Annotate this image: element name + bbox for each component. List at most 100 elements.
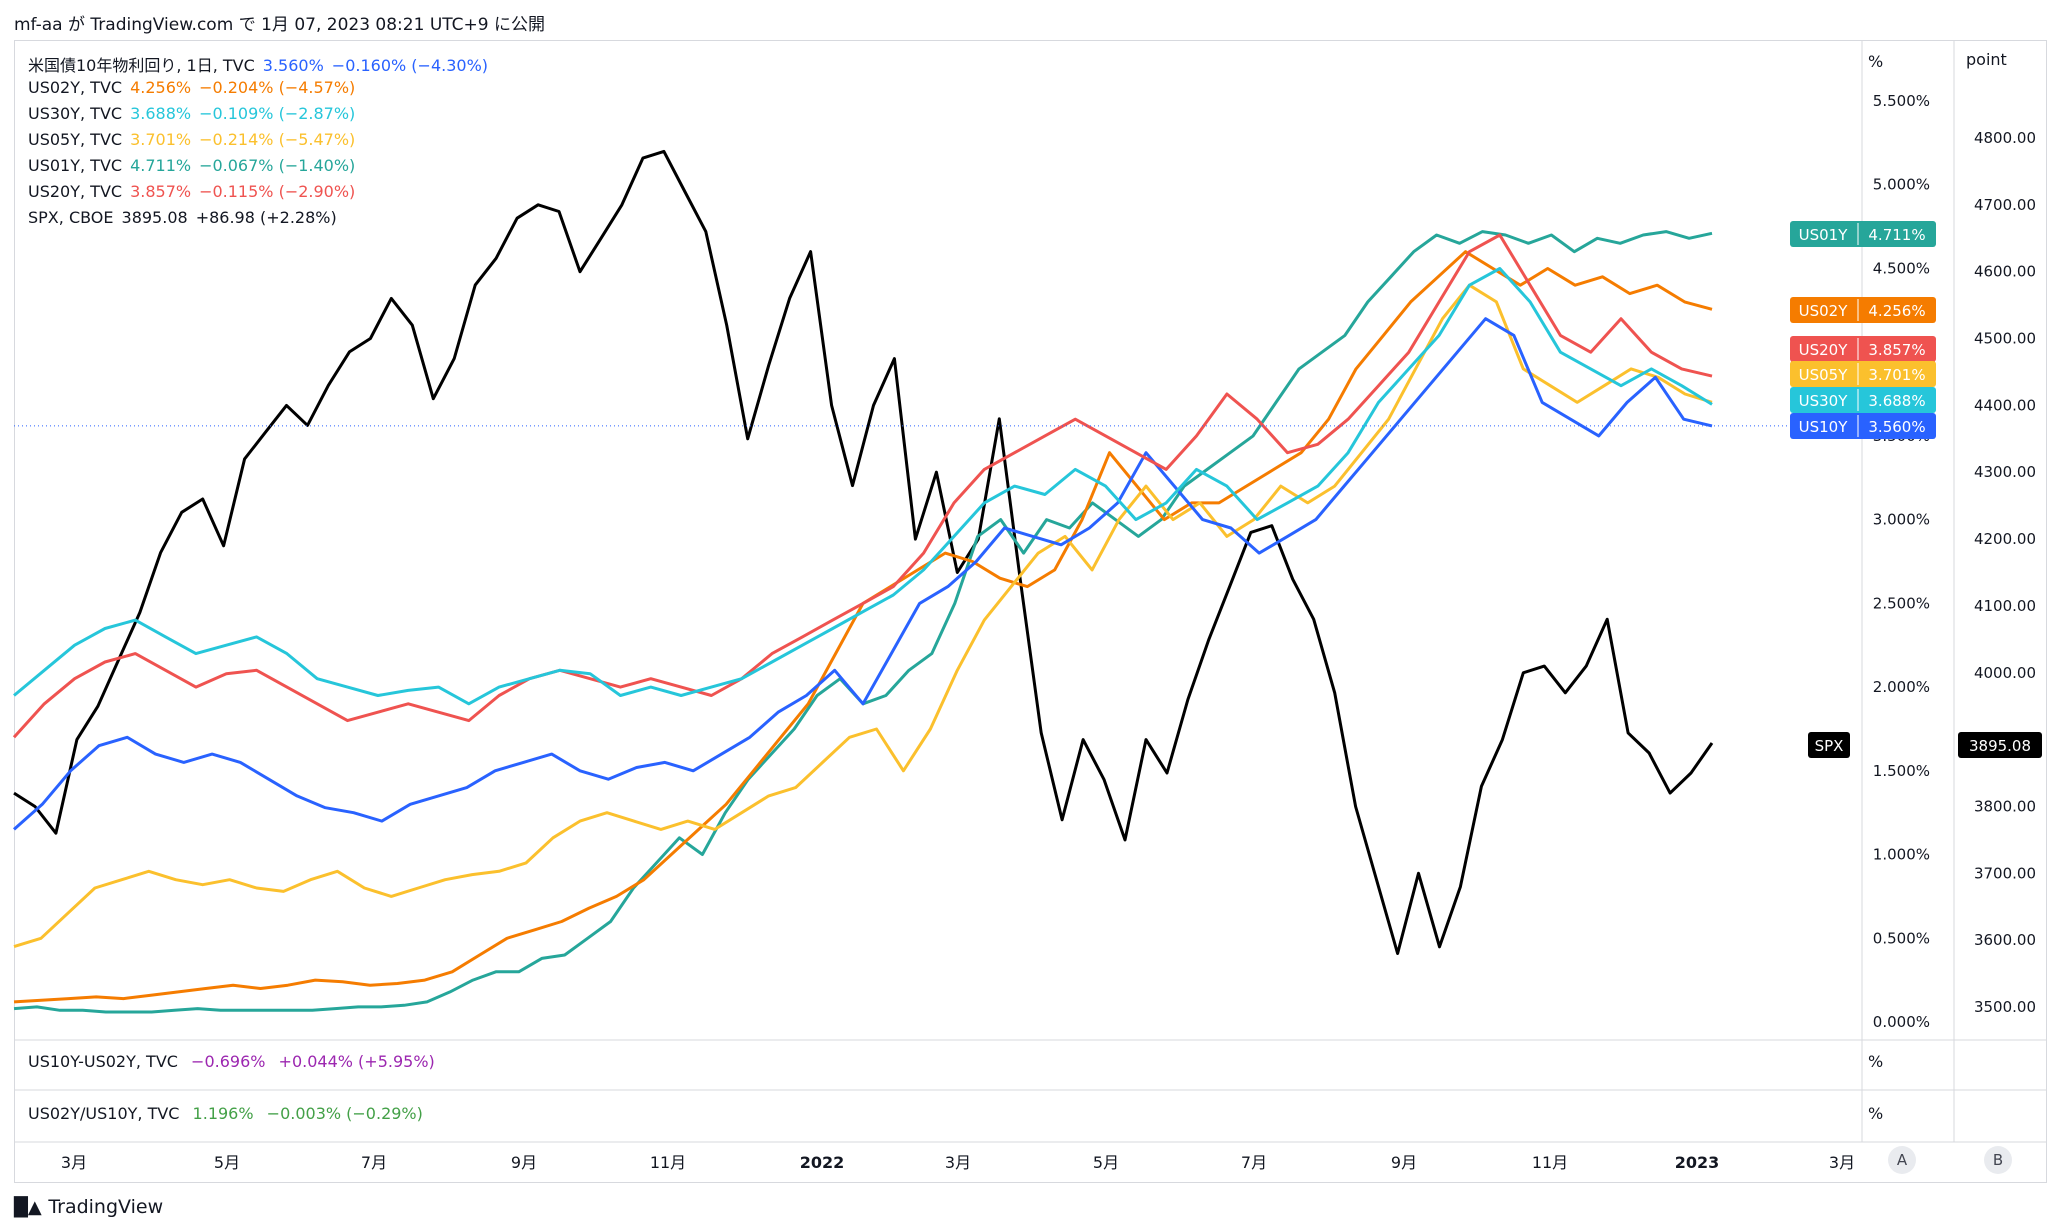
last-value-label-us20y	[1790, 336, 1936, 362]
pane2-symbol: US10Y-US02Y, TVC	[28, 1052, 178, 1071]
legend-change: −0.160% (−4.30%)	[331, 56, 489, 75]
pane3-legend[interactable]: US02Y/US10Y, TVC 1.196% −0.003% (−0.29%)	[28, 1104, 431, 1123]
left-tick-label: 5.500%	[1873, 92, 1930, 110]
last-value-number: 4.256%	[1868, 302, 1925, 320]
author-name[interactable]: mf-aa	[14, 15, 63, 35]
legend-value: 3.701%	[130, 130, 192, 149]
last-value-name: US30Y	[1799, 392, 1849, 410]
publish-datetime: 1月 07, 2023 08:21 UTC+9	[261, 15, 489, 35]
legend-symbol: US20Y, TVC	[28, 182, 123, 201]
x-tick-label: 5月	[214, 1153, 240, 1172]
last-value-number: 3.688%	[1868, 392, 1925, 410]
last-value-name: US02Y	[1799, 302, 1849, 320]
legend-row[interactable]: US20Y, TVC 3.857% −0.115% (−2.90%)	[28, 182, 363, 201]
legend-row[interactable]: US30Y, TVC 3.688% −0.109% (−2.87%)	[28, 104, 363, 123]
legend-symbol: US02Y, TVC	[28, 78, 123, 97]
spx-name-text: SPX	[1815, 737, 1844, 755]
right-tick-label: 4200.00	[1974, 530, 2036, 548]
legend-change: −0.115% (−2.90%)	[199, 182, 356, 201]
x-tick-label: 2022	[800, 1153, 845, 1172]
legend-row[interactable]: US02Y, TVC 4.256% −0.204% (−4.57%)	[28, 78, 363, 97]
last-value-number: 3.701%	[1868, 366, 1925, 384]
left-tick-label: 1.500%	[1873, 762, 1930, 780]
spx-value-label	[1958, 732, 2042, 758]
pane2-legend[interactable]: US10Y-US02Y, TVC −0.696% +0.044% (+5.95%…	[28, 1052, 443, 1071]
left-tick-label: 0.500%	[1873, 929, 1930, 947]
right-tick-label: 4600.00	[1974, 263, 2036, 281]
legend-row[interactable]: SPX, CBOE 3895.08 +86.98 (+2.28%)	[28, 208, 345, 227]
left-tick-label: 5.000%	[1873, 176, 1930, 194]
right-tick-label: 3700.00	[1974, 864, 2036, 882]
main-plot	[12, 149, 1714, 1014]
x-tick-label: 11月	[1532, 1153, 1568, 1172]
last-value-name: US01Y	[1799, 226, 1849, 244]
x-tick-label: 2023	[1675, 1153, 1720, 1172]
chart-frame	[14, 40, 2047, 1183]
left-tick-label: 2.000%	[1873, 678, 1930, 696]
series-line-us10y	[13, 317, 1713, 831]
right-tick-label: 4500.00	[1974, 330, 2036, 348]
right-tick-label: 4400.00	[1974, 396, 2036, 414]
pane3-unit: %	[1868, 1104, 1884, 1123]
log-scale-button[interactable]: B	[1984, 1146, 2012, 1174]
left-tick-label: 0.000%	[1873, 1013, 1930, 1031]
legend-value: 4.711%	[130, 156, 192, 175]
publish-header: mf-aa が TradingView.com で 1月 07, 2023 08…	[14, 10, 545, 35]
x-tick-label: 5月	[1093, 1153, 1119, 1172]
x-tick-label: 7月	[1241, 1153, 1267, 1172]
legend-value: 4.256%	[130, 78, 192, 97]
last-value-name: US10Y	[1799, 418, 1849, 436]
x-tick-label: 9月	[1391, 1153, 1417, 1172]
footer-brand-label: TradingView	[48, 1196, 164, 1218]
header-text-ga: が	[68, 15, 85, 35]
legend-row[interactable]: 米国債10年物利回り, 1日, TVC 3.560% −0.160% (−4.30%…	[28, 52, 496, 76]
last-value-number: 3.560%	[1868, 418, 1925, 436]
x-tick-label: 3月	[61, 1153, 87, 1172]
last-value-name: US20Y	[1799, 341, 1849, 359]
legend-value: 3895.08	[121, 208, 188, 227]
right-tick-label: 3500.00	[1974, 998, 2036, 1016]
x-tick-label: 3月	[945, 1153, 971, 1172]
x-tick-label: 7月	[361, 1153, 387, 1172]
left-axis-unit: %	[1868, 52, 1884, 71]
last-value-label-us30y	[1790, 387, 1936, 413]
legend-change: +86.98 (+2.28%)	[195, 208, 337, 227]
last-value-label-us01y	[1790, 221, 1936, 247]
legend-symbol: US05Y, TVC	[28, 130, 123, 149]
right-tick-label: 4800.00	[1974, 129, 2036, 147]
pane2-change: +0.044% (+5.95%)	[278, 1052, 435, 1071]
legend-value: 3.857%	[130, 182, 192, 201]
pane3-symbol: US02Y/US10Y, TVC	[28, 1104, 180, 1123]
legend-symbol: 米国債10年物利回り, 1日, TVC	[28, 56, 255, 75]
legend-row[interactable]: US05Y, TVC 3.701% −0.214% (−5.47%)	[28, 130, 363, 149]
series-line-us05y	[13, 283, 1713, 949]
legend-row[interactable]: US01Y, TVC 4.711% −0.067% (−1.40%)	[28, 156, 363, 175]
header-text-de: で	[238, 15, 256, 35]
right-tick-label: 4300.00	[1974, 463, 2036, 481]
x-tick-label: 11月	[650, 1153, 686, 1172]
series-line-spx	[13, 149, 1714, 955]
legend-change: −0.109% (−2.87%)	[199, 104, 356, 123]
legend-change: −0.204% (−4.57%)	[199, 78, 356, 97]
legend-value: 3.560%	[262, 56, 324, 75]
last-value-number: 4.711%	[1868, 226, 1925, 244]
last-value-number: 3.857%	[1868, 341, 1925, 359]
legend-symbol: SPX, CBOE	[28, 208, 114, 227]
auto-scale-button[interactable]: A	[1888, 1146, 1916, 1174]
left-tick-label: 1.000%	[1873, 846, 1930, 864]
legend-change: −0.067% (−1.40%)	[199, 156, 356, 175]
last-value-name: US05Y	[1799, 366, 1849, 384]
series-line-us30y	[13, 267, 1713, 706]
footer-brand[interactable]: █▲ TradingView	[14, 1196, 163, 1218]
right-tick-label: 3600.00	[1974, 931, 2036, 949]
right-tick-label: 4100.00	[1974, 597, 2036, 615]
site-name[interactable]: TradingView.com	[90, 15, 234, 35]
header-text-ni: に公開	[493, 15, 545, 35]
right-tick-label: 4700.00	[1974, 196, 2036, 214]
pane3-value: 1.196%	[192, 1104, 254, 1123]
pane2-value: −0.696%	[191, 1052, 266, 1071]
right-tick-label: 4000.00	[1974, 664, 2036, 682]
legend-change: −0.214% (−5.47%)	[199, 130, 356, 149]
series-line-us20y	[12, 233, 1713, 739]
